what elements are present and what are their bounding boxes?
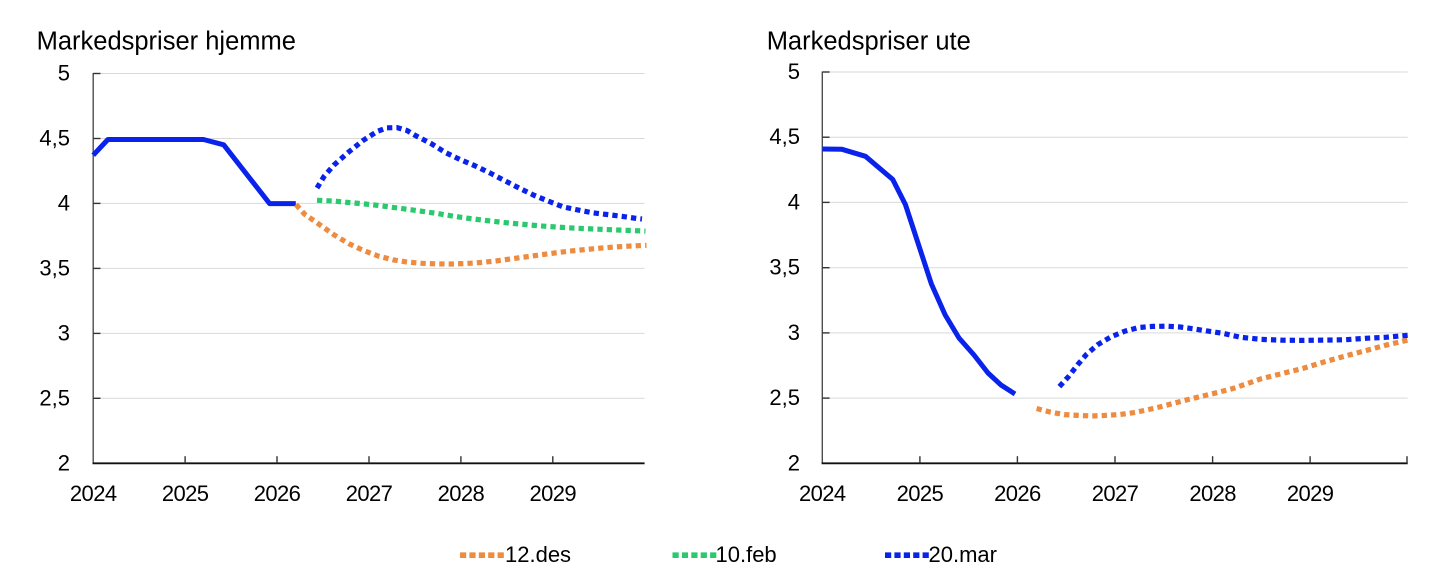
svg-text:4: 4 [58, 190, 70, 215]
svg-text:2027: 2027 [346, 481, 393, 506]
svg-text:2: 2 [788, 450, 800, 475]
svg-text:2024: 2024 [70, 481, 117, 506]
svg-text:2028: 2028 [1189, 481, 1236, 506]
svg-text:20.mar: 20.mar [929, 542, 997, 567]
svg-text:2029: 2029 [530, 481, 577, 506]
svg-text:2024: 2024 [799, 481, 846, 506]
svg-text:3: 3 [788, 320, 800, 345]
svg-text:4,5: 4,5 [769, 124, 800, 149]
svg-text:2028: 2028 [438, 481, 485, 506]
svg-text:5: 5 [788, 59, 800, 84]
svg-text:4: 4 [788, 189, 800, 214]
svg-text:5: 5 [58, 61, 70, 86]
svg-text:2: 2 [58, 450, 70, 475]
svg-text:Markedspriser hjemme: Markedspriser hjemme [37, 28, 296, 56]
svg-text:Markedspriser ute: Markedspriser ute [767, 28, 971, 56]
svg-text:2026: 2026 [994, 481, 1041, 506]
svg-text:12.des: 12.des [505, 542, 571, 567]
svg-text:4,5: 4,5 [39, 126, 70, 151]
svg-text:2,5: 2,5 [769, 385, 800, 410]
svg-text:2027: 2027 [1092, 481, 1139, 506]
svg-text:3,5: 3,5 [769, 255, 800, 280]
svg-text:2,5: 2,5 [39, 385, 70, 410]
svg-text:10.feb: 10.feb [716, 542, 777, 567]
svg-text:2029: 2029 [1287, 481, 1334, 506]
svg-text:2026: 2026 [254, 481, 301, 506]
svg-text:2025: 2025 [897, 481, 944, 506]
svg-text:2025: 2025 [162, 481, 209, 506]
svg-text:3: 3 [58, 320, 70, 345]
svg-text:3,5: 3,5 [39, 255, 70, 280]
